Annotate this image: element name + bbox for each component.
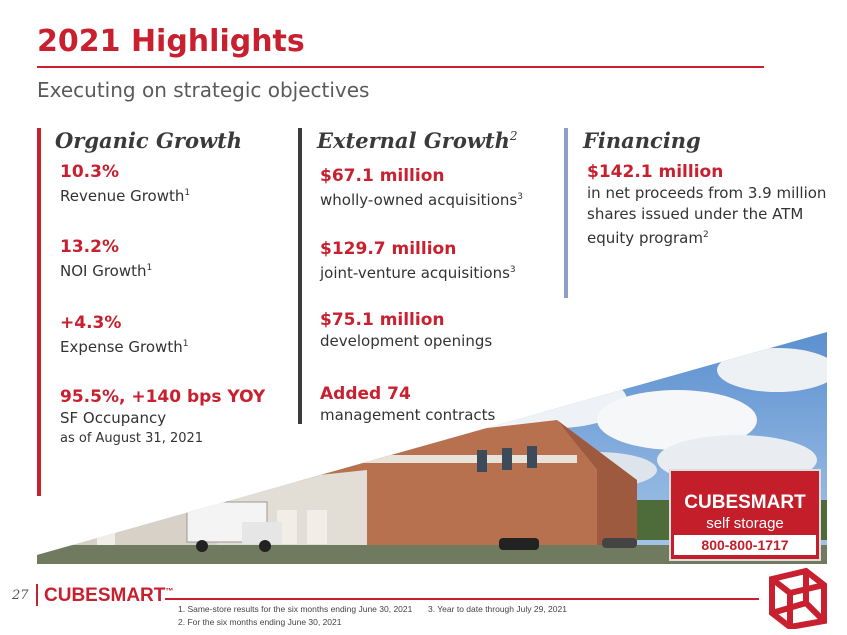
expense-growth-metric: +4.3% Expense Growth1 — [60, 313, 189, 356]
external-growth-bar — [298, 128, 302, 424]
organic-growth-heading: Organic Growth — [55, 128, 243, 153]
metric-desc-line: shares issued under the ATM — [587, 205, 804, 223]
title-divider — [37, 66, 764, 68]
metric-value: 10.3% — [60, 162, 119, 182]
metric-desc-line: equity program — [587, 229, 703, 247]
metric-value: $142.1 million — [587, 162, 724, 182]
metric-value: 95.5%, +140 bps YOY — [60, 387, 266, 407]
development-metric: $75.1 million development openings — [320, 309, 492, 352]
cubesmart-logo: CUBESMART™ — [44, 585, 174, 606]
metric-value: +4.3% — [60, 313, 122, 333]
footer-divider — [165, 598, 759, 600]
cubesmart-sign: CUBESMART self storage 800-800-1717 — [669, 469, 821, 561]
occupancy-metric: 95.5%, +140 bps YOY SF Occupancy as of A… — [60, 386, 265, 448]
footnote-2: 2. For the six months ending June 30, 20… — [178, 617, 342, 627]
metric-note: as of August 31, 2021 — [60, 431, 204, 446]
external-growth-heading: External Growth2 — [317, 128, 518, 153]
metric-desc-line: in net proceeds from 3.9 million — [587, 184, 827, 202]
metric-desc: NOI Growth — [60, 262, 147, 280]
cube-logo-icon — [769, 567, 827, 629]
sign-brand: CUBESMART — [684, 492, 806, 513]
metric-desc: SF Occupancy — [60, 409, 167, 427]
management-contracts-metric: Added 74 management contracts — [320, 383, 495, 426]
metric-value: 13.2% — [60, 237, 119, 257]
footnote-3: 3. Year to date through July 29, 2021 — [428, 604, 567, 614]
page-subtitle: Executing on strategic objectives — [37, 78, 370, 102]
heading-footnote-ref: 2 — [509, 129, 518, 143]
metric-value: Added 74 — [320, 384, 411, 404]
financing-bar — [564, 128, 568, 298]
page-number: 27 — [12, 588, 29, 603]
metric-desc: management contracts — [320, 406, 496, 424]
footnote-1: 1. Same-store results for the six months… — [178, 604, 413, 614]
financing-heading: Financing — [583, 128, 701, 153]
sign-phone: 800-800-1717 — [701, 537, 788, 553]
net-proceeds-metric: $142.1 million in net proceeds from 3.9 … — [587, 162, 827, 247]
noi-growth-metric: 13.2% NOI Growth1 — [60, 237, 153, 280]
metric-value: $75.1 million — [320, 310, 445, 330]
metric-desc: Revenue Growth — [60, 187, 185, 205]
metric-value: $67.1 million — [320, 166, 445, 186]
wholly-owned-metric: $67.1 million wholly-owned acquisitions3 — [320, 166, 523, 209]
metric-desc: development openings — [320, 332, 493, 350]
revenue-growth-metric: 10.3% Revenue Growth1 — [60, 162, 191, 205]
sign-tagline: self storage — [706, 515, 784, 532]
page-number-divider — [36, 584, 38, 606]
page-title: 2021 Highlights — [37, 24, 305, 59]
metric-desc: wholly-owned acquisitions — [320, 191, 518, 209]
metric-desc: Expense Growth — [60, 338, 183, 356]
metric-desc: joint-venture acquisitions — [320, 264, 510, 282]
organic-growth-bar — [37, 128, 41, 496]
metric-value: $129.7 million — [320, 239, 457, 259]
joint-venture-metric: $129.7 million joint-venture acquisition… — [320, 239, 516, 282]
